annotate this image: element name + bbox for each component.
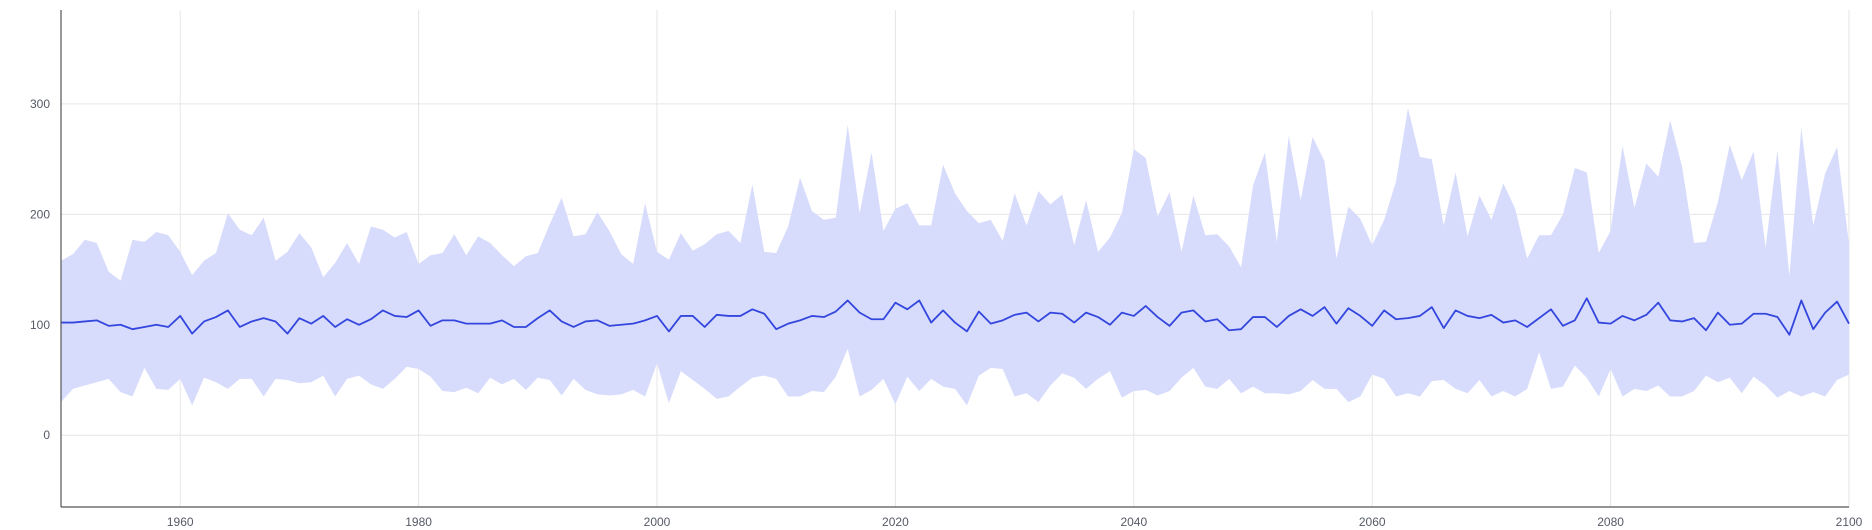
label-layer: 0 100 200 300 1960 1980 2000 2020 2040 2060 2080 21… [30, 97, 1863, 529]
y-tick-label: 300 [30, 97, 50, 111]
x-tick-label: 1960 [167, 515, 194, 529]
x-tick-label: 2100 [1836, 515, 1863, 529]
x-tick-label: 2040 [1120, 515, 1147, 529]
y-tick-label: 0 [43, 428, 50, 442]
x-tick-label: 2080 [1597, 515, 1624, 529]
y-tick-label: 200 [30, 207, 50, 221]
axis-layer [60, 10, 1849, 508]
y-tick-label: 100 [30, 318, 50, 332]
mean-series-line [61, 297, 1850, 336]
x-tick-label: 1980 [405, 515, 432, 529]
band-layer [61, 108, 1849, 406]
x-tick-label: 2060 [1359, 515, 1386, 529]
x-tick-label: 2020 [882, 515, 909, 529]
uncertainty-band-area [61, 108, 1849, 406]
line-layer [61, 297, 1850, 336]
x-tick-label: 2000 [644, 515, 671, 529]
